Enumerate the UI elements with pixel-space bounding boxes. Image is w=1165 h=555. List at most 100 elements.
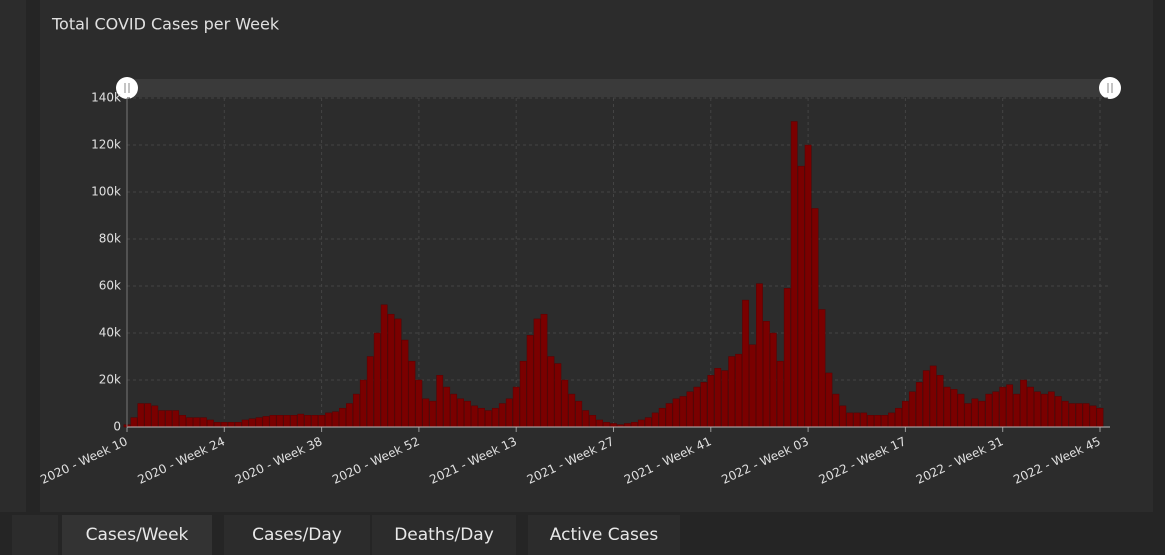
y-tick-label: 60k xyxy=(99,279,121,293)
y-tick-label: 100k xyxy=(91,185,121,199)
bar xyxy=(547,356,555,428)
x-tick-label: 2021 - Week 27 xyxy=(525,434,617,487)
bar xyxy=(1006,384,1014,428)
bar xyxy=(1061,400,1069,428)
bar xyxy=(1027,386,1034,428)
bar xyxy=(255,417,263,428)
range-slider[interactable] xyxy=(127,79,1110,97)
x-tick-label: 2021 - Week 41 xyxy=(622,434,714,487)
bar xyxy=(332,411,339,428)
bar xyxy=(227,422,235,428)
tab[interactable]: Deaths/Day xyxy=(372,515,516,555)
chart-panel: Total COVID Cases per Week 0 20k 40k 60k 80k… xyxy=(40,0,1153,512)
bar xyxy=(714,368,722,428)
bar xyxy=(756,283,763,428)
bar xyxy=(498,403,506,428)
bar xyxy=(1013,393,1020,428)
bar xyxy=(387,313,395,428)
bar xyxy=(339,407,346,428)
bar xyxy=(790,121,798,428)
bar xyxy=(165,410,173,428)
bar xyxy=(860,412,868,428)
bar xyxy=(658,407,666,428)
bar xyxy=(1068,403,1076,428)
bar xyxy=(1047,391,1055,428)
x-tick-label: 2022 - Week 45 xyxy=(1011,434,1103,487)
bar xyxy=(151,405,159,428)
bar xyxy=(603,422,610,428)
bar xyxy=(839,405,847,428)
bar xyxy=(471,405,478,428)
bar xyxy=(846,412,854,428)
y-tick-label: 80k xyxy=(99,232,121,246)
bar xyxy=(895,407,902,428)
bar xyxy=(776,360,784,428)
bar xyxy=(505,398,513,428)
bar xyxy=(158,410,166,428)
bar xyxy=(630,422,638,428)
bar xyxy=(561,379,569,428)
bar xyxy=(568,393,576,428)
bar xyxy=(1034,391,1041,428)
bar xyxy=(269,415,277,428)
bar xyxy=(297,413,305,428)
y-tick-label: 40k xyxy=(99,326,121,340)
bar xyxy=(248,418,256,428)
tab[interactable]: Cases/Week xyxy=(62,515,212,555)
bar xyxy=(491,407,499,428)
bar xyxy=(818,309,826,428)
bar xyxy=(950,389,958,428)
bar xyxy=(415,379,423,428)
bar xyxy=(443,386,451,428)
bar xyxy=(464,400,471,428)
bar xyxy=(450,393,458,428)
bar xyxy=(971,398,979,428)
tab-spacer xyxy=(12,515,58,555)
bar xyxy=(290,415,298,428)
bar xyxy=(610,423,617,428)
bar xyxy=(769,332,777,428)
bar xyxy=(1054,396,1062,428)
tab[interactable]: Cases/Day xyxy=(224,515,370,555)
bar xyxy=(1089,405,1097,428)
bar xyxy=(679,396,687,428)
bar xyxy=(644,417,652,428)
bar xyxy=(582,410,590,428)
slider-handle-left[interactable] xyxy=(116,77,138,99)
bar xyxy=(874,415,881,428)
bar xyxy=(853,412,861,428)
bar xyxy=(707,375,715,428)
bar xyxy=(318,415,325,428)
bar xyxy=(241,419,249,428)
bar xyxy=(359,379,367,428)
bar xyxy=(193,417,200,428)
bar xyxy=(881,415,888,428)
bar xyxy=(276,415,284,428)
slider-handle-right[interactable] xyxy=(1099,77,1121,99)
bar xyxy=(234,422,242,428)
bar xyxy=(867,415,875,428)
y-tick-label: 0 xyxy=(113,420,121,434)
bar xyxy=(665,403,673,428)
bar xyxy=(373,332,381,428)
bar xyxy=(721,370,729,428)
x-tick-label: 2020 - Week 38 xyxy=(233,434,325,487)
x-tick-label: 2022 - Week 17 xyxy=(817,434,909,487)
y-tick-label: 140k xyxy=(91,91,121,105)
bar xyxy=(207,419,214,428)
bar xyxy=(672,398,680,428)
bar xyxy=(832,393,840,428)
bar xyxy=(992,391,1000,428)
x-tick-label: 2020 - Week 24 xyxy=(136,434,228,487)
tab[interactable]: Active Cases xyxy=(528,515,680,555)
y-tick-label: 20k xyxy=(99,373,121,387)
bar xyxy=(1075,403,1083,428)
bar xyxy=(783,288,791,428)
bar xyxy=(200,417,207,428)
bar xyxy=(186,417,193,428)
bar xyxy=(137,403,145,428)
bar xyxy=(394,318,402,428)
bar xyxy=(325,412,332,428)
bar xyxy=(429,400,437,428)
bar xyxy=(735,353,742,428)
